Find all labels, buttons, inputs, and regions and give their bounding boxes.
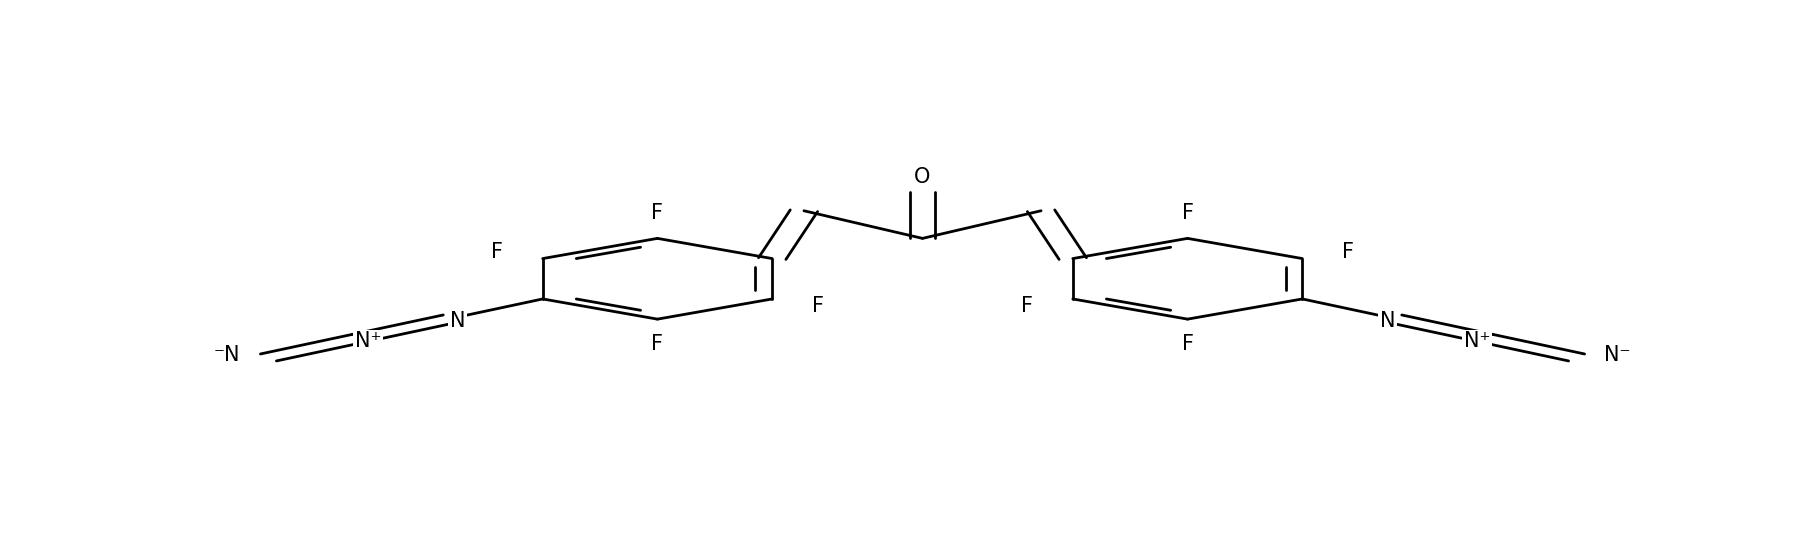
Text: N⁺: N⁺ xyxy=(355,331,382,352)
Text: O: O xyxy=(914,167,931,187)
Text: F: F xyxy=(652,204,664,224)
Text: F: F xyxy=(1021,296,1033,316)
Text: N⁻: N⁻ xyxy=(1604,346,1631,365)
Text: F: F xyxy=(1343,242,1354,262)
Text: F: F xyxy=(652,334,664,354)
Text: F: F xyxy=(1181,334,1193,354)
Text: ⁻N: ⁻N xyxy=(214,346,241,365)
Text: N: N xyxy=(450,311,466,331)
Text: N: N xyxy=(1379,311,1395,331)
Text: F: F xyxy=(812,296,824,316)
Text: F: F xyxy=(1181,204,1193,224)
Text: N⁺: N⁺ xyxy=(1463,331,1490,352)
Text: F: F xyxy=(491,242,502,262)
